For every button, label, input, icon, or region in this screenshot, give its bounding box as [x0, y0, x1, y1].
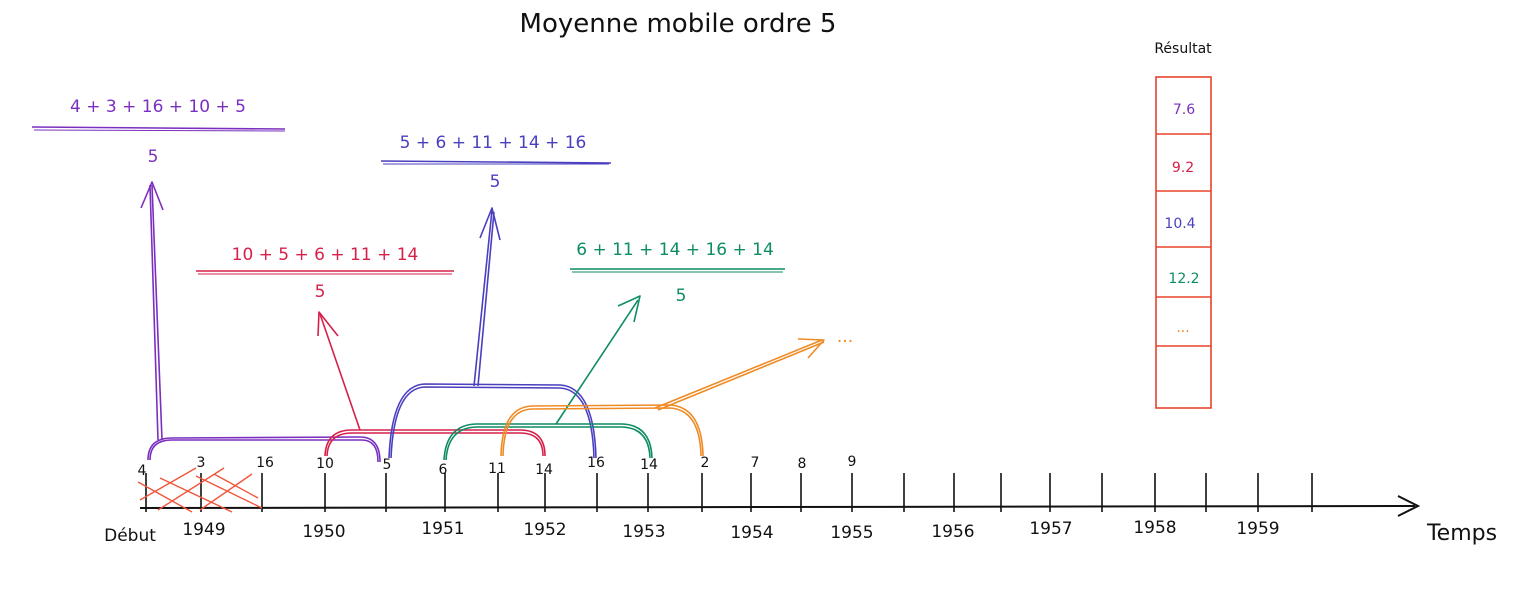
result-cell: 9.2 [1172, 160, 1194, 176]
year-label: 1950 [302, 522, 345, 542]
axis-arrow-icon [1397, 495, 1421, 517]
point-value: 14 [640, 457, 658, 473]
window-4-bracket [443, 295, 653, 461]
diagram-title: Moyenne mobile ordre 5 [520, 9, 837, 39]
window-1-bracket [140, 181, 381, 463]
point-value: 3 [197, 455, 206, 471]
formula-denominator: 5 [148, 147, 159, 167]
year-label: 1951 [421, 519, 464, 539]
result-cell: 12.2 [1168, 271, 1199, 287]
point-value: 16 [256, 455, 274, 471]
point-value: 10 [316, 456, 334, 472]
result-cell: ... [1176, 320, 1189, 336]
year-label: 1954 [730, 523, 773, 543]
window-5-bracket [500, 338, 825, 457]
point-value: 6 [439, 462, 448, 478]
formula-numerator: 4 + 3 + 16 + 10 + 5 [70, 97, 246, 117]
year-label: 1959 [1236, 519, 1279, 539]
year-label: 1957 [1029, 519, 1072, 539]
time-axis [139, 473, 1421, 517]
result-header: Résultat [1154, 41, 1212, 57]
result-table [1155, 76, 1212, 409]
axis-end-label: Temps [1426, 521, 1497, 546]
point-value: 9 [848, 454, 857, 470]
point-value: 2 [701, 455, 710, 471]
point-value: 14 [535, 462, 553, 478]
year-labels: 1949 1950 1951 1952 1953 1954 1955 1956 … [182, 518, 1279, 543]
result-cell: 10.4 [1164, 216, 1195, 232]
point-value: 5 [383, 457, 392, 473]
fraction-bar [33, 129, 286, 132]
formula-numerator: 10 + 5 + 6 + 11 + 14 [232, 245, 419, 265]
formula-1: 4 + 3 + 16 + 10 + 5 5 [31, 97, 286, 167]
formula-denominator: 5 [676, 286, 687, 306]
point-value: 16 [587, 455, 605, 471]
crossed-out-points [137, 467, 263, 513]
formula-2: 10 + 5 + 6 + 11 + 14 5 [196, 245, 454, 302]
fraction-bar [31, 126, 286, 130]
year-label: 1958 [1133, 518, 1176, 538]
year-label: 1953 [622, 522, 665, 542]
formula-numerator: 6 + 11 + 14 + 16 + 14 [576, 240, 774, 260]
point-values: 4 3 16 10 5 6 11 14 16 14 2 7 8 9 [138, 454, 857, 479]
axis-start-label: Début [104, 526, 156, 546]
window-2-bracket [317, 311, 546, 457]
formula-4: 6 + 11 + 14 + 16 + 14 5 [570, 240, 785, 306]
point-value: 11 [488, 461, 506, 477]
year-label: 1949 [182, 520, 225, 540]
fraction-bar [380, 160, 612, 164]
continuation-ellipsis: ... [837, 327, 853, 347]
point-value: 7 [751, 455, 760, 471]
formula-numerator: 5 + 6 + 11 + 14 + 16 [400, 133, 587, 153]
formula-denominator: 5 [490, 172, 501, 192]
year-label: 1956 [931, 522, 974, 542]
year-label: 1952 [523, 520, 566, 540]
year-label: 1955 [830, 523, 873, 543]
formula-denominator: 5 [315, 282, 326, 302]
formula-3: 5 + 6 + 11 + 14 + 16 5 [380, 133, 612, 192]
point-value: 8 [798, 456, 807, 472]
window-3-bracket [388, 207, 597, 459]
point-value: 4 [138, 463, 147, 479]
result-cell: 7.6 [1173, 102, 1195, 118]
